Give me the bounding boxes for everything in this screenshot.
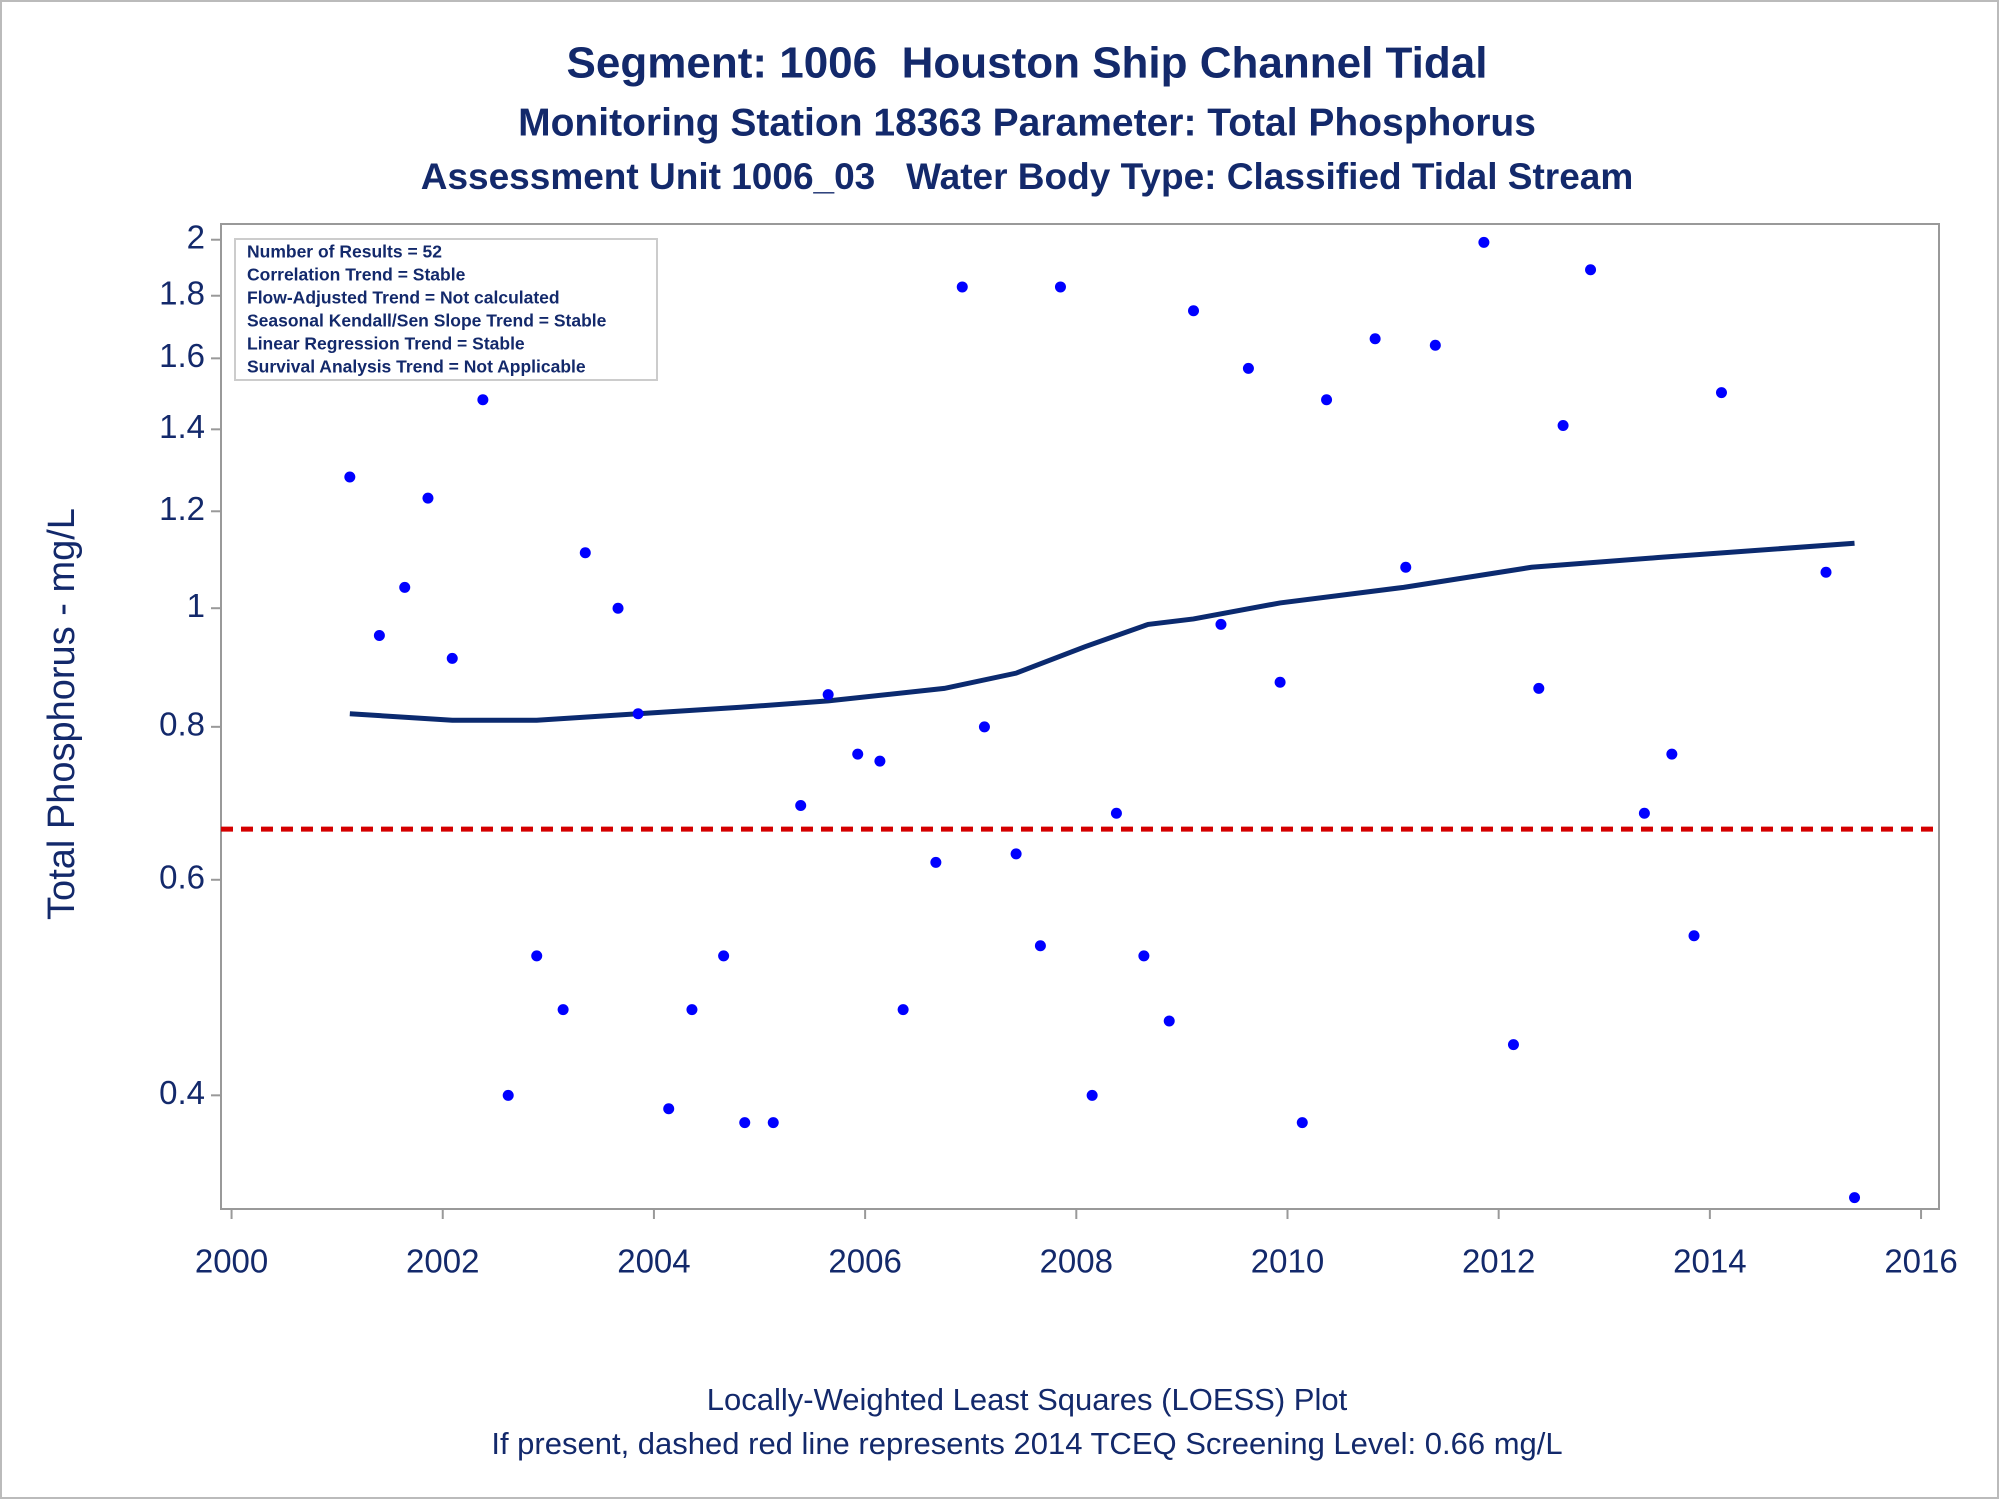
data-point: [1429, 339, 1441, 351]
y-tick-label: 1.4: [159, 408, 205, 445]
data-point: [897, 1004, 909, 1016]
x-tick-label: 2014: [1673, 1243, 1746, 1280]
data-point: [1400, 561, 1412, 573]
loess-line: [349, 540, 1855, 723]
x-tick-label: 2002: [406, 1243, 479, 1280]
data-point: [1478, 236, 1490, 248]
stats-line: Seasonal Kendall/Sen Slope Trend = Stabl…: [247, 311, 607, 331]
data-point: [1215, 618, 1227, 630]
footnote: Locally-Weighted Least Squares (LOESS) P…: [707, 1382, 1348, 1417]
data-point: [373, 629, 385, 641]
data-point: [956, 281, 968, 293]
data-point: [930, 856, 942, 868]
data-point: [1188, 305, 1200, 317]
data-point: [1321, 394, 1333, 406]
y-tick-label: 1: [187, 587, 205, 624]
data-point: [446, 652, 458, 664]
data-point: [718, 950, 730, 962]
data-point: [344, 471, 356, 483]
data-point: [874, 755, 886, 767]
data-point: [1163, 1015, 1175, 1027]
data-point: [579, 547, 591, 559]
data-point: [663, 1103, 675, 1115]
data-point: [1557, 420, 1569, 432]
stats-line: Correlation Trend = Stable: [247, 265, 466, 285]
data-point: [1638, 807, 1650, 819]
data-point: [1138, 950, 1150, 962]
data-point: [767, 1117, 779, 1129]
data-point: [1010, 848, 1022, 860]
data-point: [739, 1117, 751, 1129]
data-point: [557, 1004, 569, 1016]
data-point: [1086, 1089, 1098, 1101]
chart-subtitle: Assessment Unit 1006_03 Water Body Type:…: [421, 156, 1634, 197]
data-point: [1274, 676, 1286, 688]
y-tick-label: 1.2: [159, 490, 205, 527]
data-point: [822, 689, 834, 701]
data-point: [795, 799, 807, 811]
data-point: [1666, 748, 1678, 760]
data-point: [477, 394, 489, 406]
stats-line: Linear Regression Trend = Stable: [247, 334, 525, 354]
y-tick-label: 1.6: [159, 337, 205, 374]
data-point: [686, 1004, 698, 1016]
data-point: [399, 581, 411, 593]
y-tick-label: 0.8: [159, 706, 205, 743]
y-axis-label: Total Phosphorus - mg/L: [41, 508, 83, 920]
data-point: [1034, 940, 1046, 952]
x-tick-label: 2004: [617, 1243, 690, 1280]
data-point: [1849, 1192, 1861, 1204]
data-point: [1507, 1039, 1519, 1051]
stats-line: Flow-Adjusted Trend = Not calculated: [247, 288, 560, 308]
y-tick-label: 2: [187, 218, 205, 255]
data-point: [1715, 387, 1727, 399]
data-point: [1820, 566, 1832, 578]
data-point: [531, 950, 543, 962]
data-point: [422, 492, 434, 504]
data-point: [1242, 362, 1254, 374]
data-point: [1533, 682, 1545, 694]
x-tick-label: 2010: [1251, 1243, 1324, 1280]
data-point: [612, 602, 624, 614]
data-point: [1054, 281, 1066, 293]
y-tick-label: 1.8: [159, 274, 205, 311]
x-tick-label: 2016: [1884, 1243, 1957, 1280]
footnote: If present, dashed red line represents 2…: [491, 1426, 1562, 1461]
x-tick-label: 2000: [195, 1243, 268, 1280]
y-tick-label: 0.4: [159, 1074, 205, 1111]
data-point: [1110, 807, 1122, 819]
chart-subtitle: Monitoring Station 18363 Parameter: Tota…: [518, 101, 1536, 144]
x-tick-label: 2012: [1462, 1243, 1535, 1280]
x-tick-label: 2008: [1040, 1243, 1113, 1280]
chart-title: Segment: 1006 Houston Ship Channel Tidal: [567, 39, 1488, 88]
data-point: [978, 721, 990, 733]
data-point: [1369, 333, 1381, 345]
y-tick-label: 0.6: [159, 858, 205, 895]
data-point: [852, 748, 864, 760]
data-point: [1688, 930, 1700, 942]
data-point: [632, 708, 644, 720]
stats-line: Number of Results = 52: [247, 242, 442, 262]
data-point: [502, 1089, 514, 1101]
data-point: [1585, 264, 1597, 276]
stats-line: Survival Analysis Trend = Not Applicable: [247, 357, 586, 377]
plot-frame: [220, 223, 1940, 1210]
x-tick-label: 2006: [828, 1243, 901, 1280]
data-point: [1296, 1117, 1308, 1129]
stats-box: [234, 238, 658, 381]
